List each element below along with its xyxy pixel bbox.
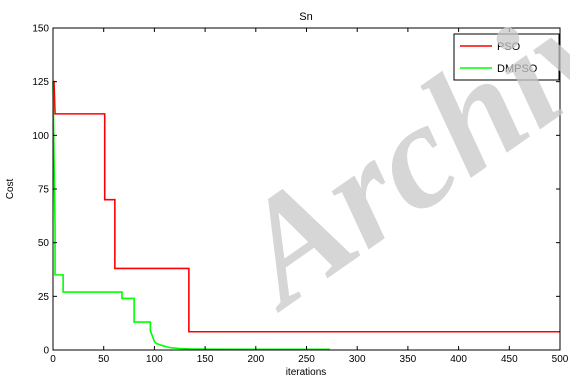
- series-line-dmpso: [52, 81, 330, 351]
- x-tick-label: 100: [146, 354, 163, 365]
- series-layer: [52, 80, 560, 351]
- y-tick-label: 100: [32, 131, 49, 142]
- x-tick-label: 250: [298, 354, 315, 365]
- y-tick-label: 125: [32, 77, 49, 88]
- x-tick-label: 400: [450, 354, 467, 365]
- plot-area: [53, 28, 560, 350]
- y-tick-label: 75: [38, 185, 50, 196]
- x-axis-label: iterations: [286, 367, 327, 377]
- plot-frame: [52, 27, 561, 351]
- y-tick-label: 50: [38, 238, 50, 249]
- x-tick-label: 500: [552, 354, 569, 365]
- legend-box: [453, 33, 560, 81]
- legend-label-pso: PSO: [497, 41, 521, 53]
- chart-title: Sn: [299, 11, 312, 23]
- x-tick-label: 350: [400, 354, 417, 365]
- y-tick-label: 150: [32, 24, 49, 35]
- legend-label-dmpso: DMPSO: [497, 63, 538, 75]
- y-tick-label: 25: [38, 292, 50, 303]
- legend: PSO DMPSO: [453, 33, 560, 81]
- tick-layer: 0 50 100 150 200 250 300 350 400 450 500 0 25 50 75 100…: [32, 24, 568, 366]
- x-tick-label: 50: [98, 354, 110, 365]
- series-line-pso: [53, 80, 560, 333]
- x-tick-label: 150: [197, 354, 214, 365]
- x-tick-label: 200: [247, 354, 264, 365]
- x-tick-label: 300: [349, 354, 366, 365]
- x-tick-label: 450: [501, 354, 518, 365]
- y-axis-label: Cost: [5, 178, 16, 199]
- x-tick-label: 0: [50, 354, 56, 365]
- y-tick-label: 0: [43, 346, 49, 357]
